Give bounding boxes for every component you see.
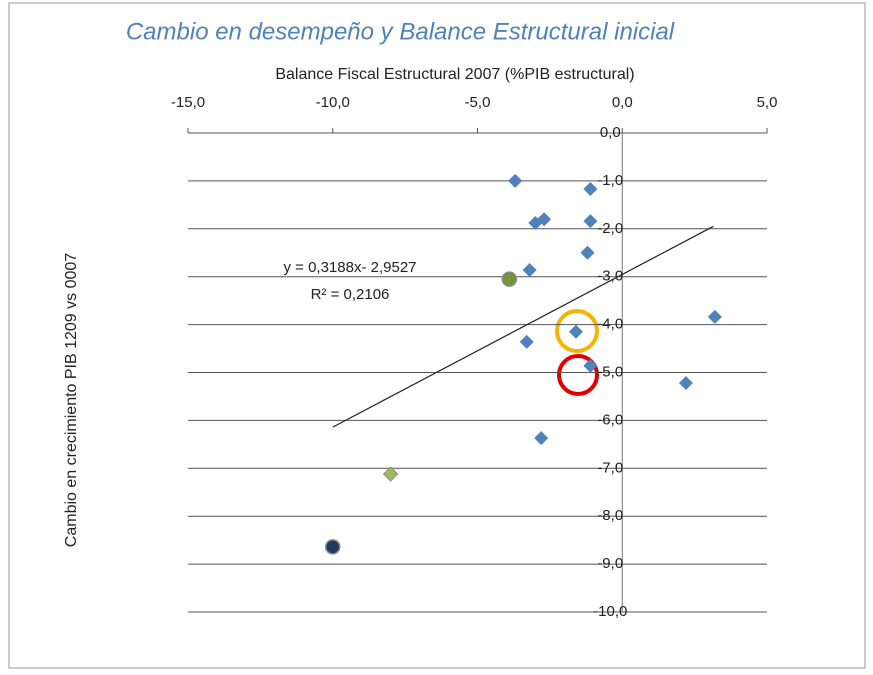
- x-tick-label: -10,0: [316, 94, 350, 111]
- y-tick-label: -5,0: [597, 363, 623, 380]
- x-tick-label: -5,0: [465, 94, 491, 111]
- data-point: [325, 539, 341, 555]
- data-point: [501, 271, 518, 287]
- y-tick-label: -4,0: [597, 316, 623, 333]
- data-point: [678, 376, 693, 391]
- y-tick-label: 0,0: [600, 124, 621, 141]
- data-point: [583, 214, 598, 229]
- trendline-r2: R² = 0,2106: [311, 286, 390, 303]
- data-point: [568, 324, 583, 339]
- data-point: [583, 182, 598, 197]
- y-tick-label: -6,0: [597, 411, 623, 428]
- y-tick-label: -2,0: [597, 220, 623, 237]
- x-tick-label: -15,0: [171, 94, 205, 111]
- y-axis-title: Cambio en crecimiento PIB 1209 vs 0007: [63, 253, 80, 547]
- y-tick-label: -1,0: [597, 172, 623, 189]
- data-point: [508, 173, 523, 188]
- trendline-equation: y = 0,3188x- 2,9527: [283, 259, 416, 276]
- data-point: [534, 431, 549, 446]
- data-point: [707, 309, 722, 324]
- trendline: [332, 225, 714, 428]
- data-point: [382, 466, 399, 482]
- y-tick-label: -10,0: [593, 603, 627, 620]
- data-point: [580, 245, 595, 260]
- y-tick-label: -3,0: [597, 268, 623, 285]
- y-tick-label: -8,0: [597, 507, 623, 524]
- chart-border: [8, 2, 866, 669]
- y-tick-label: -9,0: [597, 555, 623, 572]
- x-axis-title: Balance Fiscal Estructural 2007 (%PIB es…: [275, 66, 634, 83]
- data-point: [583, 358, 598, 373]
- data-point: [537, 212, 552, 227]
- chart-title: Cambio en desempeño y Balance Estructura…: [126, 18, 675, 45]
- highlight-circle: [555, 309, 599, 353]
- data-point: [522, 262, 537, 277]
- data-point: [519, 334, 534, 349]
- x-tick-label: 5,0: [757, 94, 778, 111]
- y-tick-label: -7,0: [597, 459, 623, 476]
- highlight-circle: [557, 354, 599, 396]
- x-tick-label: 0,0: [612, 94, 633, 111]
